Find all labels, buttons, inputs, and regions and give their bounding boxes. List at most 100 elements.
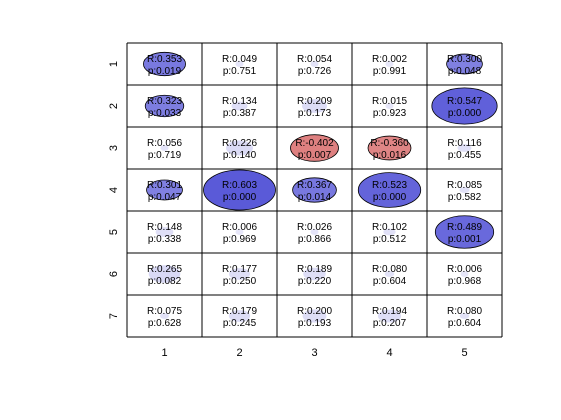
correlation-ellipse <box>228 310 251 322</box>
correlation-ellipse <box>302 309 327 323</box>
correlation-ellipse <box>144 94 185 118</box>
cell-r-label: R:0.209 <box>297 96 332 107</box>
cell-p-label: p:0.968 <box>448 276 482 287</box>
correlation-ellipse <box>459 187 470 193</box>
cell-r-label: R:-0.360 <box>370 138 409 149</box>
cell-p-label: p:0.338 <box>148 234 182 245</box>
y-tick-label: 3 <box>108 145 120 151</box>
correlation-ellipse <box>457 144 472 152</box>
cell-p-label: p:0.512 <box>373 234 407 245</box>
cell-r-label: R:0.353 <box>147 54 182 65</box>
cell-r-label: R:0.075 <box>147 306 182 317</box>
correlation-ellipse <box>385 61 394 67</box>
y-tick-label: 6 <box>108 271 120 277</box>
cell-r-label: R:0.134 <box>222 96 257 107</box>
cell-r-label: R:0.049 <box>222 54 257 65</box>
cell-p-label: p:0.000 <box>223 192 257 203</box>
cell-r-label: R:0.179 <box>222 306 257 317</box>
cell-p-label: p:0.016 <box>373 150 407 161</box>
correlation-ellipse <box>357 172 422 208</box>
cell-r-label: R:0.080 <box>447 306 482 317</box>
cell-p-label: p:0.001 <box>448 234 482 245</box>
cell-r-label: R:-0.402 <box>295 138 334 149</box>
correlation-ellipse <box>310 229 319 235</box>
cell-r-label: R:0.015 <box>372 96 407 107</box>
cell-p-label: p:0.033 <box>148 108 182 119</box>
cell-p-label: p:0.455 <box>448 150 482 161</box>
cell-p-label: p:0.173 <box>298 108 332 119</box>
cell-p-label: p:0.628 <box>148 318 182 329</box>
correlation-ellipse <box>431 87 498 125</box>
cell-p-label: p:0.047 <box>148 192 182 203</box>
cell-r-label: R:0.177 <box>222 264 257 275</box>
cell-p-label: p:0.207 <box>373 318 407 329</box>
cell-r-label: R:0.489 <box>447 222 482 233</box>
cell-p-label: p:0.604 <box>373 276 407 287</box>
cell-r-label: R:0.226 <box>222 138 257 149</box>
cell-r-label: R:0.547 <box>447 96 482 107</box>
correlation-ellipse <box>228 268 251 280</box>
cell-r-label: R:0.006 <box>222 222 257 233</box>
correlation-ellipse <box>459 313 470 319</box>
cell-p-label: p:0.082 <box>148 276 182 287</box>
cell-p-label: p:0.582 <box>448 192 482 203</box>
cell-p-label: p:0.604 <box>448 318 482 329</box>
y-tick-label: 1 <box>108 61 120 67</box>
cell-p-label: p:0.923 <box>373 108 407 119</box>
correlation-ellipse <box>226 140 253 156</box>
correlation-ellipse <box>303 267 326 281</box>
correlation-ellipse <box>143 51 186 77</box>
x-tick-label: 2 <box>236 347 242 359</box>
correlation-ellipse <box>155 227 174 237</box>
correlation-ellipse <box>148 265 181 283</box>
cell-p-label: p:0.048 <box>448 66 482 77</box>
correlation-ellipse <box>460 271 469 277</box>
cell-r-label: R:0.265 <box>147 264 182 275</box>
correlation-ellipse <box>160 313 169 319</box>
correlation-ellipse <box>160 145 169 151</box>
correlation-ellipse <box>367 135 412 161</box>
cell-r-label: R:0.194 <box>372 306 407 317</box>
correlation-ellipse <box>434 215 495 249</box>
cell-p-label: p:0.969 <box>223 234 257 245</box>
cell-r-label: R:0.054 <box>297 54 332 65</box>
cell-p-label: p:0.245 <box>223 318 257 329</box>
cell-p-label: p:0.000 <box>373 192 407 203</box>
cell-r-label: R:0.189 <box>297 264 332 275</box>
cell-r-label: R:0.002 <box>372 54 407 65</box>
cell-r-label: R:0.085 <box>447 180 482 191</box>
correlation-ellipse <box>203 169 276 211</box>
y-tick-label: 4 <box>108 187 120 193</box>
cell-r-label: R:0.026 <box>297 222 332 233</box>
cell-r-label: R:0.006 <box>447 264 482 275</box>
correlation-ellipse <box>385 103 394 109</box>
cell-p-label: p:0.387 <box>223 108 257 119</box>
y-tick-label: 2 <box>108 103 120 109</box>
x-tick-label: 3 <box>311 347 317 359</box>
correlation-ellipse <box>292 177 337 203</box>
x-tick-label: 4 <box>386 347 392 359</box>
x-tick-label: 5 <box>461 347 467 359</box>
cell-r-label: R:0.603 <box>222 180 257 191</box>
correlation-ellipse <box>235 61 244 67</box>
cell-p-label: p:0.000 <box>448 108 482 119</box>
cell-p-label: p:0.220 <box>298 276 332 287</box>
cell-r-label: R:0.323 <box>147 96 182 107</box>
x-tick-label: 1 <box>161 347 167 359</box>
correlation-ellipse <box>231 101 248 111</box>
correlation-ellipse <box>383 228 396 236</box>
cell-p-label: p:0.250 <box>223 276 257 287</box>
correlation-ellipse <box>446 53 483 75</box>
correlation-ellipse <box>290 134 339 162</box>
cell-r-label: R:0.148 <box>147 222 182 233</box>
cell-p-label: p:0.726 <box>298 66 332 77</box>
cell-p-label: p:0.991 <box>373 66 407 77</box>
cell-p-label: p:0.007 <box>298 150 332 161</box>
cell-p-label: p:0.140 <box>223 150 257 161</box>
cell-r-label: R:0.200 <box>297 306 332 317</box>
correlation-ellipse <box>235 229 244 235</box>
cell-p-label: p:0.019 <box>148 66 182 77</box>
cell-p-label: p:0.866 <box>298 234 332 245</box>
cell-r-label: R:0.300 <box>447 54 482 65</box>
